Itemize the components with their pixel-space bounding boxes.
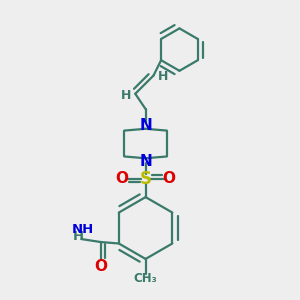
Text: O: O [94, 259, 107, 274]
Text: N: N [139, 154, 152, 169]
Text: H: H [72, 230, 83, 243]
Text: O: O [116, 171, 128, 186]
Text: CH₃: CH₃ [134, 272, 158, 286]
Text: N: N [139, 118, 152, 133]
Text: O: O [163, 171, 176, 186]
Text: H: H [121, 89, 131, 102]
Text: S: S [140, 170, 152, 188]
Text: H: H [158, 70, 168, 83]
Text: NH: NH [72, 223, 94, 236]
